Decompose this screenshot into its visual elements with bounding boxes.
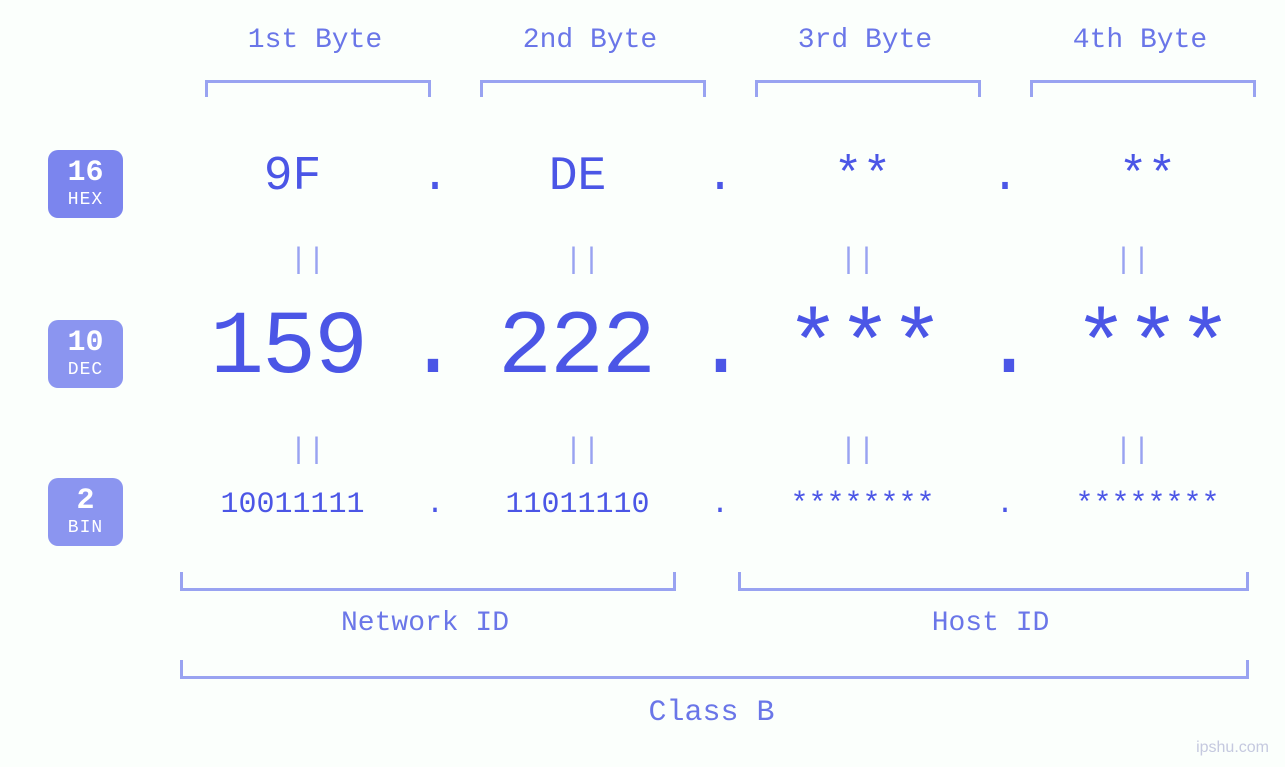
bin-byte-3: ******** [740, 488, 985, 522]
network-id-bracket [180, 572, 676, 591]
dec-byte-2: 222 [458, 298, 694, 400]
byte-3-bracket [755, 80, 981, 97]
byte-1-label: 1st Byte [205, 25, 425, 56]
equals-row-2: || || || || [170, 434, 1270, 468]
equals-row-1: || || || || [170, 244, 1270, 278]
bin-byte-4: ******** [1025, 488, 1270, 522]
dot: . [694, 298, 746, 400]
radix-dec-label: DEC [48, 361, 123, 380]
dec-byte-3: *** [746, 298, 982, 400]
dec-byte-1: 159 [170, 298, 406, 400]
hex-row: 9F . DE . ** . ** [170, 150, 1270, 204]
radix-hex-badge: 16 HEX [48, 150, 123, 218]
byte-2-bracket [480, 80, 706, 97]
dot: . [982, 298, 1034, 400]
dot: . [985, 150, 1025, 204]
class-bracket [180, 660, 1249, 679]
dot: . [985, 488, 1025, 522]
host-id-bracket [738, 572, 1249, 591]
bin-byte-2: 11011110 [455, 488, 700, 522]
watermark: ipshu.com [1196, 739, 1269, 757]
network-id-label: Network ID [180, 608, 670, 639]
equals-icon: || [170, 434, 445, 468]
dot: . [700, 150, 740, 204]
hex-byte-1: 9F [170, 150, 415, 204]
byte-2-label: 2nd Byte [480, 25, 700, 56]
byte-4-label: 4th Byte [1030, 25, 1250, 56]
byte-1-bracket [205, 80, 431, 97]
radix-bin-badge: 2 BIN [48, 478, 123, 546]
radix-dec-base: 10 [48, 328, 123, 360]
hex-byte-3: ** [740, 150, 985, 204]
bin-byte-1: 10011111 [170, 488, 415, 522]
hex-byte-2: DE [455, 150, 700, 204]
equals-icon: || [720, 434, 995, 468]
byte-3-label: 3rd Byte [755, 25, 975, 56]
dot: . [406, 298, 458, 400]
host-id-label: Host ID [738, 608, 1243, 639]
dot: . [415, 488, 455, 522]
bin-row: 10011111 . 11011110 . ******** . *******… [170, 488, 1270, 522]
radix-hex-base: 16 [48, 158, 123, 190]
dec-byte-4: *** [1034, 298, 1270, 400]
radix-bin-base: 2 [48, 486, 123, 518]
class-label: Class B [180, 696, 1243, 730]
equals-icon: || [170, 244, 445, 278]
radix-hex-label: HEX [48, 191, 123, 210]
equals-icon: || [995, 434, 1270, 468]
dot: . [415, 150, 455, 204]
equals-icon: || [720, 244, 995, 278]
equals-icon: || [445, 434, 720, 468]
equals-icon: || [445, 244, 720, 278]
radix-bin-label: BIN [48, 519, 123, 538]
dec-row: 159 . 222 . *** . *** [170, 298, 1270, 400]
equals-icon: || [995, 244, 1270, 278]
radix-dec-badge: 10 DEC [48, 320, 123, 388]
hex-byte-4: ** [1025, 150, 1270, 204]
byte-4-bracket [1030, 80, 1256, 97]
ip-diagram: 1st Byte 2nd Byte 3rd Byte 4th Byte 16 H… [0, 0, 1285, 767]
dot: . [700, 488, 740, 522]
